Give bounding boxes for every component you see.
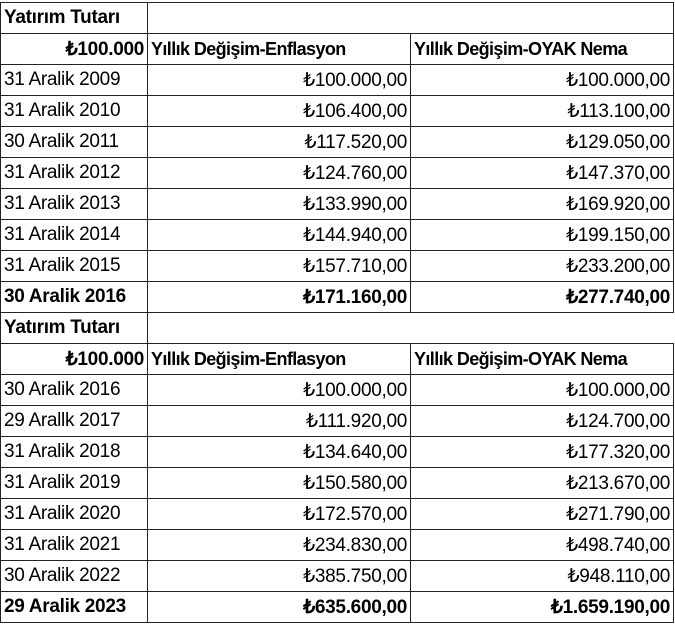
value-cell: ₺100.000,00 bbox=[410, 64, 674, 96]
data-row: 31 Aralik 2018 ₺134.640,00 ₺177.320,00 bbox=[0, 436, 674, 468]
data-row: 30 Aralik 2022 ₺385.750,00 ₺948.110,00 bbox=[0, 560, 674, 592]
data-row: 29 Arallk 2017 ₺111.920,00 ₺124.700,00 bbox=[0, 405, 674, 437]
date-cell: 31 Aralik 2012 bbox=[0, 157, 148, 189]
title-row: Yatırım Tutarı bbox=[0, 2, 674, 34]
value-cell: ₺1.659.190,00 bbox=[410, 591, 674, 623]
value-cell: ₺233.200,00 bbox=[410, 250, 674, 282]
data-row: 31 Aralik 2019 ₺150.580,00 ₺213.670,00 bbox=[0, 467, 674, 499]
value-cell: ₺144.940,00 bbox=[147, 219, 411, 251]
header-cell: Yıllık Değişim-OYAK Nema bbox=[410, 343, 674, 375]
value-cell: ₺271.790,00 bbox=[410, 498, 674, 530]
value-cell: ₺100.000,00 bbox=[147, 374, 411, 406]
value-cell: ₺213.670,00 bbox=[410, 467, 674, 499]
value-cell: ₺129.050,00 bbox=[410, 126, 674, 158]
header-cell: Yıllık Değişim-Enflasyon bbox=[147, 343, 411, 375]
value-cell: ₺111.920,00 bbox=[147, 405, 411, 437]
value-cell: ₺172.570,00 bbox=[147, 498, 411, 530]
value-cell: ₺134.640,00 bbox=[147, 436, 411, 468]
value-cell: ₺498.740,00 bbox=[410, 529, 674, 561]
date-cell: 30 Aralik 2022 bbox=[0, 560, 148, 592]
header-cell: ₺100.000 bbox=[0, 33, 148, 65]
header-row: ₺100.000 Yıllık Değişim-Enflasyon Yıllık D… bbox=[0, 343, 674, 375]
value-cell: ₺117.520,00 bbox=[147, 126, 411, 158]
value-cell: ₺124.700,00 bbox=[410, 405, 674, 437]
date-cell: 29 Aralik 2023 bbox=[0, 591, 148, 623]
value-cell: ₺100.000,00 bbox=[410, 374, 674, 406]
value-cell: ₺385.750,00 bbox=[147, 560, 411, 592]
date-cell: 31 Aralik 2010 bbox=[0, 95, 148, 127]
value-cell: ₺234.830,00 bbox=[147, 529, 411, 561]
date-cell: 30 Aralik 2016 bbox=[0, 281, 148, 313]
value-cell: ₺635.600,00 bbox=[147, 591, 411, 623]
date-cell: 31 Aralik 2018 bbox=[0, 436, 148, 468]
date-cell: 30 Aralik 2011 bbox=[0, 126, 148, 158]
empty-cell bbox=[147, 2, 674, 34]
data-row: 31 Aralik 2020 ₺172.570,00 ₺271.790,00 bbox=[0, 498, 674, 530]
title-row: Yatırım Tutarı bbox=[0, 312, 674, 344]
empty-cell bbox=[147, 312, 674, 344]
header-row: ₺100.000 Yıllık Değişim-Enflasyon Yıllık D… bbox=[0, 33, 674, 65]
date-cell: 31 Aralik 2020 bbox=[0, 498, 148, 530]
table-title: Yatırım Tutarı bbox=[0, 312, 148, 344]
data-row: 29 Aralik 2023 ₺635.600,00 ₺1.659.190,00 bbox=[0, 591, 674, 623]
data-row: 30 Aralik 2016 ₺171.160,00 ₺277.740,00 bbox=[0, 281, 674, 313]
value-cell: ₺100.000,00 bbox=[147, 64, 411, 96]
date-cell: 31 Aralik 2014 bbox=[0, 219, 148, 251]
data-row: 31 Aralik 2013 ₺133.990,00 ₺169.920,00 bbox=[0, 188, 674, 220]
data-row: 31 Aralik 2009 ₺100.000,00 ₺100.000,00 bbox=[0, 64, 674, 96]
data-row: 31 Aralik 2010 ₺106.400,00 ₺113.100,00 bbox=[0, 95, 674, 127]
header-cell: Yıllık Değişim-Enflasyon bbox=[147, 33, 411, 65]
data-row: 31 Aralik 2012 ₺124.760,00 ₺147.370,00 bbox=[0, 157, 674, 189]
date-cell: 31 Aralik 2009 bbox=[0, 64, 148, 96]
header-cell: ₺100.000 bbox=[0, 343, 148, 375]
data-row: 30 Aralik 2016 ₺100.000,00 ₺100.000,00 bbox=[0, 374, 674, 406]
data-row: 31 Aralik 2014 ₺144.940,00 ₺199.150,00 bbox=[0, 219, 674, 251]
value-cell: ₺106.400,00 bbox=[147, 95, 411, 127]
header-cell: Yıllık Değişim-OYAK Nema bbox=[410, 33, 674, 65]
value-cell: ₺948.110,00 bbox=[410, 560, 674, 592]
value-cell: ₺133.990,00 bbox=[147, 188, 411, 220]
value-cell: ₺169.920,00 bbox=[410, 188, 674, 220]
value-cell: ₺124.760,00 bbox=[147, 157, 411, 189]
data-row: 31 Aralik 2021 ₺234.830,00 ₺498.740,00 bbox=[0, 529, 674, 561]
date-cell: 31 Aralik 2015 bbox=[0, 250, 148, 282]
value-cell: ₺147.370,00 bbox=[410, 157, 674, 189]
date-cell: 31 Aralik 2013 bbox=[0, 188, 148, 220]
table-title: Yatırım Tutarı bbox=[0, 2, 148, 34]
value-cell: ₺177.320,00 bbox=[410, 436, 674, 468]
date-cell: 31 Aralik 2019 bbox=[0, 467, 148, 499]
value-cell: ₺277.740,00 bbox=[410, 281, 674, 313]
value-cell: ₺113.100,00 bbox=[410, 95, 674, 127]
value-cell: ₺171.160,00 bbox=[147, 281, 411, 313]
date-cell: 31 Aralik 2021 bbox=[0, 529, 148, 561]
value-cell: ₺199.150,00 bbox=[410, 219, 674, 251]
value-cell: ₺157.710,00 bbox=[147, 250, 411, 282]
date-cell: 30 Aralik 2016 bbox=[0, 374, 148, 406]
data-row: 31 Aralik 2015 ₺157.710,00 ₺233.200,00 bbox=[0, 250, 674, 282]
value-cell: ₺150.580,00 bbox=[147, 467, 411, 499]
date-cell: 29 Arallk 2017 bbox=[0, 405, 148, 437]
data-row: 30 Aralik 2011 ₺117.520,00 ₺129.050,00 bbox=[0, 126, 674, 158]
